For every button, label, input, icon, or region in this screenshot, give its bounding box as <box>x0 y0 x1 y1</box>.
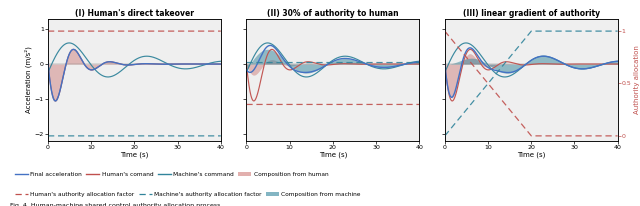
X-axis label: Time (s): Time (s) <box>517 152 545 158</box>
Text: Fig. 4. Human-machine shared control authority allocation process.: Fig. 4. Human-machine shared control aut… <box>10 203 222 206</box>
Y-axis label: Acceleration (m/s²): Acceleration (m/s²) <box>24 46 32 113</box>
Title: (III) linear gradient of authority: (III) linear gradient of authority <box>463 9 600 18</box>
Title: (II) 30% of authority to human: (II) 30% of authority to human <box>267 9 399 18</box>
Legend: Final acceleration, Human's comand, Machine's command, Composition from human: Final acceleration, Human's comand, Mach… <box>13 170 331 179</box>
Legend: Human's authority allocation factor, Machine's authority allocation factor, Comp: Human's authority allocation factor, Mac… <box>13 189 363 199</box>
Title: (I) Human's direct takeover: (I) Human's direct takeover <box>75 9 194 18</box>
X-axis label: Time (s): Time (s) <box>120 152 148 158</box>
X-axis label: Time (s): Time (s) <box>319 152 347 158</box>
Y-axis label: Authority allocation: Authority allocation <box>634 45 640 114</box>
